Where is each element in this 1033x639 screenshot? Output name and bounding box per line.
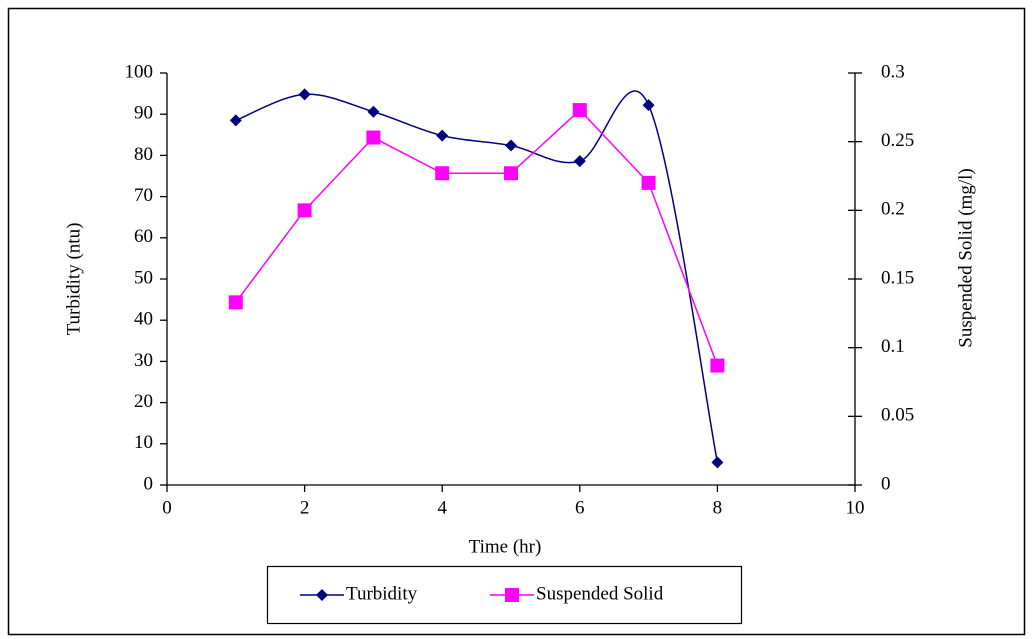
marker [366, 130, 381, 145]
marker [505, 139, 517, 152]
y-tick-label: 40 [134, 309, 153, 330]
y-tick-label: 30 [134, 350, 153, 371]
x-tick-label: 8 [713, 497, 723, 518]
x-axis-title: Time (hr) [469, 536, 542, 557]
marker [642, 99, 655, 112]
y2-tick-label: 0.1 [881, 336, 905, 357]
y-tick-label: 50 [134, 267, 153, 288]
y2-tick-label: 0.15 [881, 267, 914, 288]
marker [297, 203, 312, 218]
x-tick-label: 10 [846, 497, 865, 518]
marker [572, 103, 587, 118]
series-line [235, 90, 719, 463]
legend-marker [316, 589, 328, 601]
y2-tick-label: 0 [881, 473, 891, 494]
x-tick-label: 0 [162, 497, 172, 518]
marker [229, 114, 242, 127]
marker [435, 166, 450, 181]
y-tick-label: 90 [134, 103, 153, 124]
marker [641, 175, 656, 190]
marker [504, 166, 518, 181]
x-tick-label: 6 [575, 497, 585, 518]
marker [711, 456, 724, 469]
marker [573, 155, 586, 168]
legend-label: Turbidity [346, 583, 418, 604]
y-axis-title: Turbidity (ntu) [63, 223, 84, 336]
marker [367, 105, 380, 118]
y2-tick-label: 0.05 [881, 405, 914, 426]
legend-label: Suspended Solid [536, 583, 664, 604]
marker [298, 88, 311, 101]
y2-tick-label: 0.2 [881, 199, 905, 220]
y-tick-label: 20 [134, 391, 153, 412]
y-tick-label: 60 [134, 226, 153, 247]
marker [228, 295, 243, 310]
y-tick-label: 70 [134, 185, 153, 206]
legend-marker [505, 588, 519, 602]
y2-tick-label: 0.25 [881, 130, 914, 151]
y-tick-label: 0 [144, 473, 154, 494]
marker [710, 358, 725, 373]
y-tick-label: 80 [134, 144, 153, 165]
x-tick-label: 2 [300, 497, 310, 518]
y-tick-label: 10 [134, 432, 153, 453]
marker [436, 129, 449, 142]
series-line [235, 109, 719, 366]
y2-axis-title: Suspended Solid (mg/l) [955, 168, 976, 347]
x-tick-label: 4 [437, 497, 447, 518]
y-tick-label: 100 [125, 61, 154, 82]
y2-tick-label: 0.3 [881, 61, 905, 82]
